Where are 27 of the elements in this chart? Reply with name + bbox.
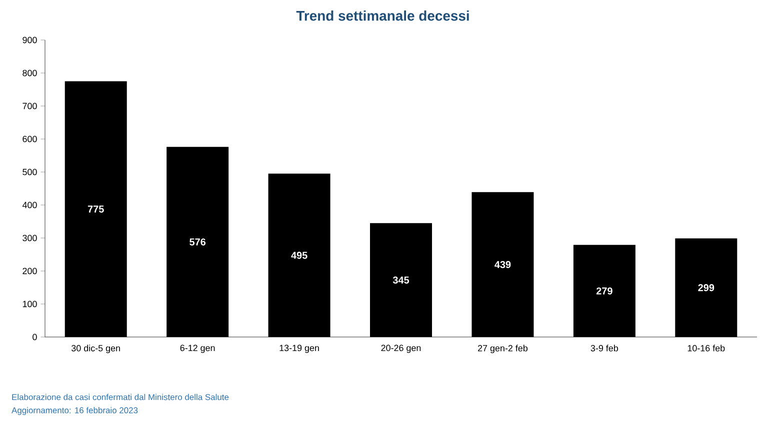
text: Aggiornamento: 16 febbraio 2023 bbox=[12, 407, 138, 415]
x-tick-label: 30 dic-5 gen bbox=[72, 344, 120, 354]
y-tick-label: 900 bbox=[22, 36, 37, 44]
y-tick-label: 100 bbox=[22, 300, 37, 308]
x-tick-label: 27 gen-2 feb bbox=[478, 344, 528, 354]
chart-title: Trend settimanale decessi bbox=[296, 10, 469, 21]
x-tick-label: 6-12 gen bbox=[180, 344, 215, 353]
y-tick-label: 300 bbox=[22, 234, 37, 242]
data-label: 299 bbox=[698, 284, 714, 292]
data-label: 775 bbox=[88, 206, 104, 213]
y-tick-label: 500 bbox=[22, 168, 37, 176]
data-label: 495 bbox=[291, 252, 308, 259]
text: Elaborazione da casi confermati dal Ministero della Salute bbox=[12, 394, 229, 400]
y-tick-label: 700 bbox=[22, 102, 37, 110]
data-label: 576 bbox=[190, 238, 206, 246]
data-label: 439 bbox=[494, 261, 511, 268]
x-tick-label: 20-26 gen bbox=[381, 344, 421, 353]
y-tick-label: 0 bbox=[32, 334, 37, 340]
x-tick-label: 10-16 feb bbox=[688, 344, 725, 352]
y-tick-label: 800 bbox=[22, 70, 37, 76]
y-tick-label: 200 bbox=[22, 268, 37, 274]
data-label: 345 bbox=[392, 276, 410, 284]
y-tick-label: 600 bbox=[22, 136, 37, 142]
x-tick-label: 13-19 gen bbox=[280, 344, 319, 353]
y-tick-label: 400 bbox=[22, 202, 37, 208]
data-label: 279 bbox=[596, 287, 612, 294]
x-tick-label: 3-9 feb bbox=[590, 344, 618, 352]
